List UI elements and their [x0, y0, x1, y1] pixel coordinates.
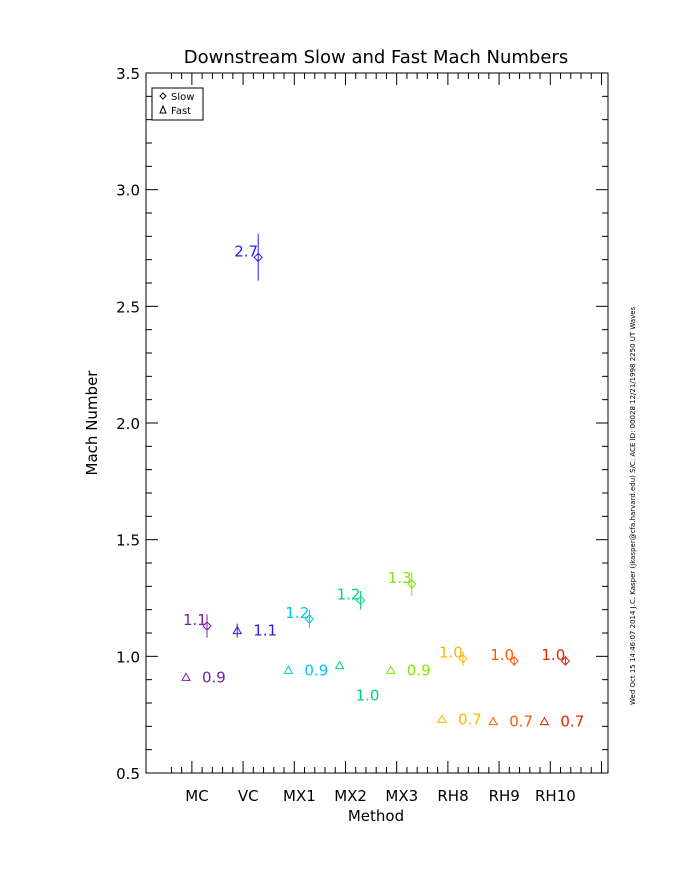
y-axis-tick-labels: 0.5 1.0 1.5 2.0 2.5 3.0 3.5 [116, 65, 140, 783]
fast-data-label: 0.7 [458, 710, 482, 728]
fast-point-triangle-icon [385, 665, 396, 674]
x-axis-ticks [170, 73, 602, 773]
slow-data-label: 1.0 [439, 644, 463, 662]
slow-point-diamond-icon [407, 579, 417, 589]
slow-point-diamond-icon [355, 595, 366, 606]
x-tick-label: RH9 [489, 787, 520, 805]
y-tick-label: 2.5 [116, 298, 140, 316]
slow-data-label: 1.2 [285, 604, 309, 622]
legend-triangle-icon [159, 104, 167, 114]
slow-data-label: 1.2 [337, 585, 361, 603]
fast-data-label: 1.0 [356, 687, 380, 705]
slow-point-diamond-icon [509, 656, 519, 666]
fast-data-label: 0.7 [560, 713, 584, 731]
slow-data-label: 1.3 [388, 569, 412, 587]
x-axis-label: Method [348, 807, 404, 825]
fast-point-triangle-icon [437, 714, 447, 723]
x-tick-label: VC [238, 787, 259, 805]
fast-point-triangle-icon [181, 672, 191, 681]
y-axis-ticks [146, 72, 608, 774]
slow-point-diamond-icon [304, 614, 315, 624]
legend-box [151, 87, 204, 121]
x-tick-label: MC [185, 787, 208, 805]
chart-title: Downstream Slow and Fast Mach Numbers [184, 47, 568, 68]
slow-point-diamond-icon [202, 621, 212, 631]
legend-slow-label: Slow [171, 92, 194, 103]
fast-point-triangle-icon [334, 660, 345, 670]
y-tick-label: 1.5 [116, 532, 140, 550]
fast-data-label: 1.1 [253, 622, 277, 640]
x-tick-label: MX1 [283, 787, 316, 805]
y-tick-label: 2.0 [116, 415, 140, 433]
slow-data-label: 1.1 [183, 611, 207, 629]
fast-point-triangle-icon [539, 716, 550, 726]
fast-point-triangle-icon [488, 716, 499, 726]
fast-point-triangle-icon [232, 625, 243, 635]
legend-diamond-icon [159, 92, 167, 100]
y-tick-label: 3.5 [116, 65, 140, 83]
x-tick-label: RH10 [535, 787, 576, 805]
side-note: Wed Oct 15 14:46:07 2014 J.C. Kasper (jk… [629, 306, 637, 705]
slow-data-label: 1.0 [490, 646, 514, 664]
x-tick-label: MX2 [334, 787, 367, 805]
slow-point-diamond-icon [458, 653, 468, 664]
slow-data-label: 2.7 [234, 242, 258, 260]
fast-data-label: 0.7 [509, 713, 533, 731]
slow-point-diamond-icon [253, 252, 263, 263]
fast-data-label: 0.9 [202, 668, 226, 686]
fast-data-label: 0.9 [304, 661, 328, 679]
y-tick-label: 3.0 [116, 182, 140, 200]
legend-fast-label: Fast [171, 106, 191, 117]
data-points: 0.9 1.1 1.1 2.7 0.9 1.2 1.0 1.2 0.9 1.3 0.7 1.0 0.7 1… [181, 234, 584, 731]
x-tick-label: RH8 [437, 787, 468, 805]
x-axis-tick-labels: MC VC MX1 MX2 MX3 RH8 RH9 RH10 [185, 787, 576, 805]
y-tick-label: 1.0 [116, 648, 140, 666]
fast-data-label: 0.9 [407, 661, 431, 679]
fast-point-triangle-icon [283, 665, 294, 674]
y-tick-label: 0.5 [116, 765, 140, 783]
x-tick-label: MX3 [385, 787, 418, 805]
slow-data-label: 1.0 [541, 646, 565, 664]
y-axis-label: Mach Number [83, 370, 101, 476]
legend: Slow Fast [151, 87, 204, 121]
slow-point-diamond-icon [560, 656, 571, 666]
